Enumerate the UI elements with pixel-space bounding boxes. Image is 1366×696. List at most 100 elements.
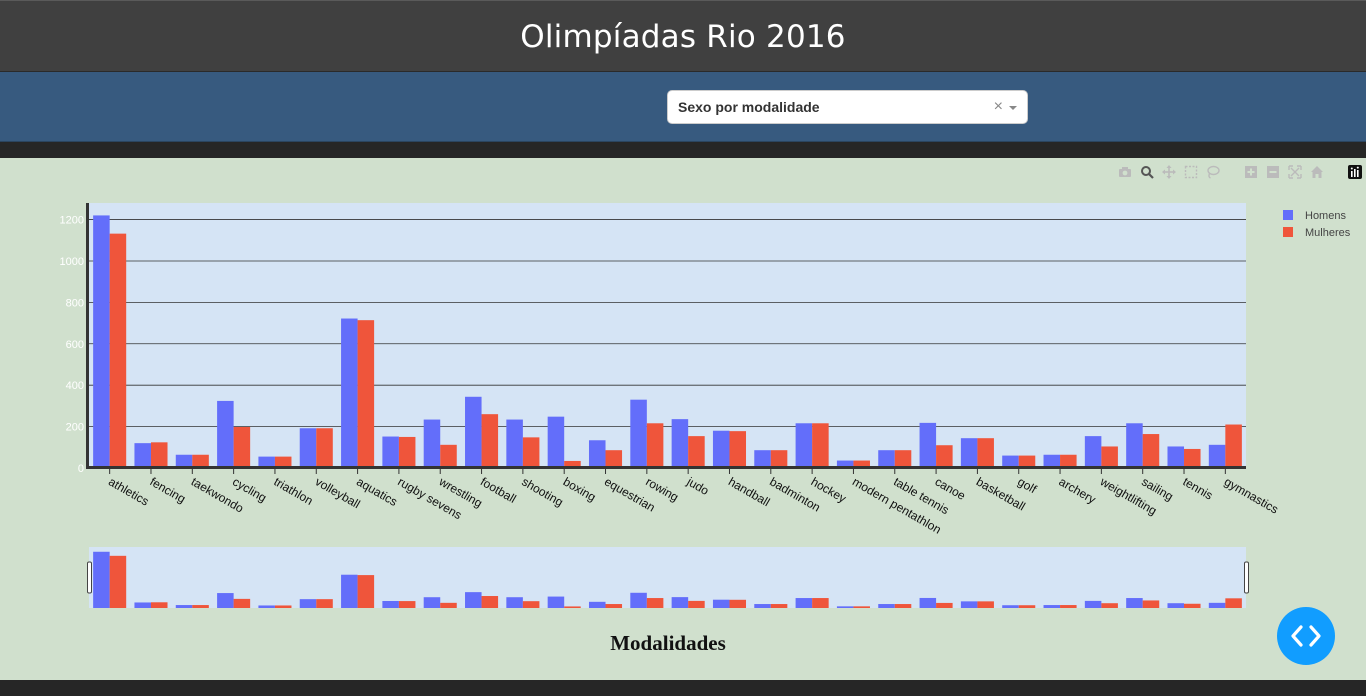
bar-homens-basketball[interactable] [960,438,978,468]
x-tick-label: gymnastics [1222,474,1281,516]
rangeslider-handle-right[interactable] [1244,561,1249,594]
bar-homens-aquatics[interactable] [341,318,358,468]
bar-mulheres-wrestling[interactable] [440,444,457,468]
rangeslider-bar [258,605,275,608]
bar-homens-rugby-sevens[interactable] [382,436,399,468]
bar-mulheres-weightlifting[interactable] [1101,446,1118,468]
bar-mulheres-cycling[interactable] [233,427,251,468]
bar-mulheres-golf[interactable] [1018,455,1036,468]
plotly-logo[interactable] [1347,164,1363,180]
bar-mulheres-handball[interactable] [729,431,747,468]
bar-homens-rowing[interactable] [630,399,647,468]
bar-homens-fencing[interactable] [134,443,151,468]
bar-mulheres-modern-pentathlon[interactable] [853,460,870,468]
bar-mulheres-rowing[interactable] [646,423,664,468]
code-toggle-button[interactable] [1277,607,1335,665]
legend-swatch-mulheres[interactable] [1283,227,1293,237]
bar-homens-modern-pentathlon[interactable] [836,460,854,468]
bar-homens-tennis[interactable] [1167,446,1185,468]
rangeslider-bar [341,574,358,608]
bar-mulheres-shooting[interactable] [522,437,540,468]
rangeslider-bar [109,555,127,608]
bar-mulheres-fencing[interactable] [150,442,168,468]
bar-mulheres-triathlon[interactable] [274,456,292,468]
bar-homens-taekwondo[interactable] [175,454,193,468]
bar-mulheres-basketball[interactable] [977,438,994,468]
bar-mulheres-hockey[interactable] [812,423,829,468]
bar-mulheres-volleyball[interactable] [316,428,333,468]
bar-mulheres-archery[interactable] [1060,454,1077,468]
legend-swatch-homens[interactable] [1283,210,1293,220]
bar-homens-triathlon[interactable] [258,456,275,468]
rangeslider-bar [588,601,606,608]
bar-mulheres-football[interactable] [481,414,499,468]
bar-mulheres-equestrian[interactable] [605,450,623,468]
rangeslider-bar [150,602,168,608]
bar-homens-volleyball[interactable] [299,428,317,468]
bar-mulheres-aquatics[interactable] [357,320,375,468]
bar-homens-weightlifting[interactable] [1084,436,1102,468]
zoom-icon[interactable] [1139,164,1155,180]
rangeslider-bar [960,601,978,608]
legend-label-mulheres[interactable]: Mulheres [1305,227,1351,239]
rangeslider-bar [481,596,499,608]
bar-mulheres-rugby-sevens[interactable] [398,436,416,468]
bar-mulheres-gymnastics[interactable] [1225,424,1242,468]
legend[interactable]: Homens Mulheres [1283,210,1351,239]
bar-homens-hockey[interactable] [795,423,813,468]
bar-homens-shooting[interactable] [506,419,523,468]
clear-icon[interactable]: × [993,98,1003,115]
legend-label-homens[interactable]: Homens [1305,210,1346,222]
rangeslider-bar [564,606,581,608]
bar-homens-judo[interactable] [671,419,689,468]
bar-mulheres-canoe[interactable] [936,445,953,468]
bar-homens-sailing[interactable] [1126,423,1143,468]
bar-homens-handball[interactable] [712,430,730,468]
bar-mulheres-sailing[interactable] [1142,434,1160,468]
rangeslider-bar [878,604,895,608]
plot-area [89,203,1246,468]
bar-homens-wrestling[interactable] [423,419,441,468]
bar-mulheres-taekwondo[interactable] [192,454,209,468]
bar-mulheres-athletics[interactable] [109,233,127,468]
rangeslider-bar [836,606,854,608]
x-tick-label: football [478,474,519,505]
zoom-in-icon[interactable] [1243,164,1259,180]
bar-mulheres-table-tennis[interactable] [894,450,912,468]
bar-homens-cycling[interactable] [217,400,234,468]
camera-icon[interactable] [1117,164,1133,180]
x-axis-title: Modalidades [610,631,726,655]
x-tick-label: athletics [106,474,151,508]
modebar [1114,164,1366,180]
bar-homens-canoe[interactable] [919,422,937,468]
rangeslider-bar [1101,603,1118,608]
bar-homens-equestrian[interactable] [588,440,606,468]
box-select-icon[interactable] [1183,164,1199,180]
bar-homens-golf[interactable] [1002,455,1019,468]
pan-icon[interactable] [1161,164,1177,180]
bar-homens-football[interactable] [465,396,482,468]
reset-axes-icon[interactable] [1309,164,1325,180]
bar-mulheres-tennis[interactable] [1184,448,1201,468]
x-tick-label: tennis [1181,474,1216,502]
bar-homens-gymnastics[interactable] [1208,444,1226,468]
bar-mulheres-boxing[interactable] [564,460,581,468]
bar-mulheres-badminton[interactable] [770,450,788,468]
rangeslider-area[interactable] [89,547,1246,608]
bar-homens-archery[interactable] [1043,454,1061,468]
autoscale-icon[interactable] [1287,164,1303,180]
lasso-select-icon[interactable] [1205,164,1221,180]
rangeslider-bar [1002,605,1019,608]
rangeslider-bar [812,598,829,608]
zoom-out-icon[interactable] [1265,164,1281,180]
bar-mulheres-judo[interactable] [688,436,705,468]
chart-type-dropdown[interactable]: Sexo por modalidade × [667,90,1028,124]
bar-homens-athletics[interactable] [93,215,110,468]
bar-homens-badminton[interactable] [754,450,771,468]
bar-homens-table-tennis[interactable] [878,450,895,468]
rangeslider-bar [134,602,151,608]
bar-homens-boxing[interactable] [547,416,565,468]
rangeslider-handle-left[interactable] [87,561,92,594]
chevron-down-icon[interactable] [1009,106,1017,110]
